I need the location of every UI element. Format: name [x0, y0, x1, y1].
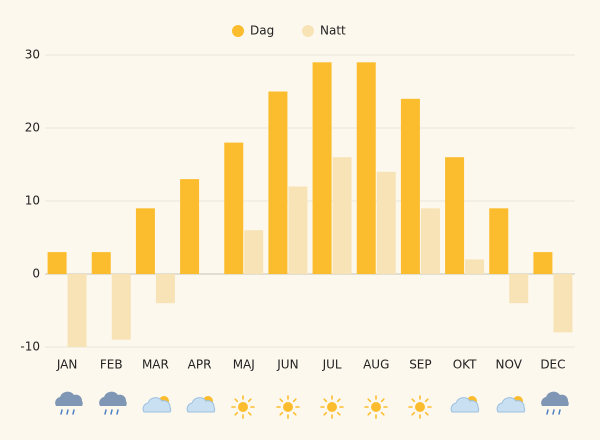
x-tick-label: MAR: [142, 358, 169, 372]
y-tick-label: 0: [32, 267, 40, 281]
x-tick-label: OKT: [453, 358, 477, 372]
bar: [420, 208, 440, 274]
x-tick-label: AUG: [363, 358, 389, 372]
x-tick-label: JUL: [322, 358, 342, 372]
x-tick-label: APR: [188, 358, 212, 372]
bar: [509, 274, 529, 304]
bar: [180, 179, 200, 274]
x-tick-label: NOV: [496, 358, 523, 372]
x-tick-label: SEP: [409, 358, 431, 372]
bar: [244, 230, 264, 274]
bar: [312, 62, 332, 274]
bar: [91, 252, 111, 274]
bar: [155, 274, 175, 304]
bar: [489, 208, 509, 274]
legend-swatch: [302, 25, 314, 37]
bar: [268, 91, 288, 274]
bar: [553, 274, 573, 333]
bar: [445, 157, 465, 274]
bar: [111, 274, 131, 340]
bar: [135, 208, 155, 274]
x-tick-label: JUN: [276, 358, 298, 372]
legend-label: Natt: [320, 24, 346, 38]
bar: [288, 186, 308, 274]
y-tick-label: 20: [25, 121, 40, 135]
bar: [376, 171, 396, 274]
bar: [47, 252, 67, 274]
bar: [465, 259, 485, 274]
x-tick-label: MAJ: [233, 358, 255, 372]
bar: [224, 142, 244, 274]
bar: [67, 274, 87, 347]
bar: [356, 62, 376, 274]
x-tick-label: FEB: [100, 358, 123, 372]
y-tick-label: 30: [25, 48, 40, 62]
legend-swatch: [232, 25, 244, 37]
y-tick-label: 10: [25, 194, 40, 208]
legend-label: Dag: [250, 24, 274, 38]
x-tick-label: JAN: [56, 358, 78, 372]
y-tick-label: -10: [20, 340, 40, 354]
x-tick-label: DEC: [540, 358, 565, 372]
bar: [332, 157, 352, 274]
bar: [533, 252, 553, 274]
weather-icons: [54, 390, 570, 419]
bar: [400, 98, 420, 274]
